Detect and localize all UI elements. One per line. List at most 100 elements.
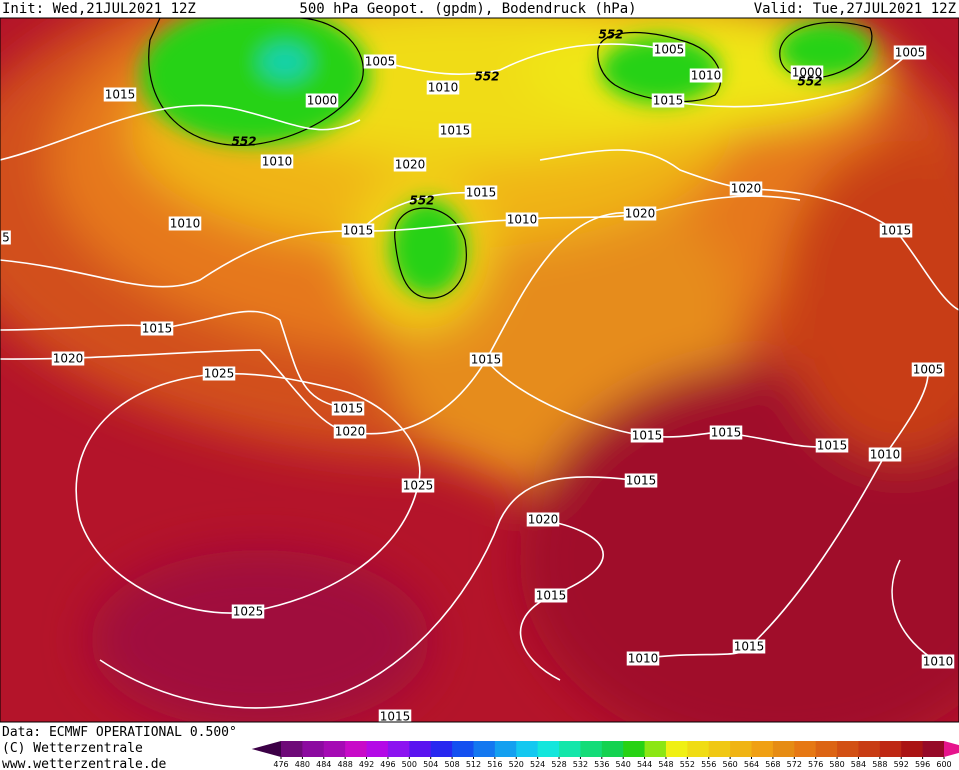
label-box	[363, 54, 397, 69]
colorbar-box	[516, 741, 539, 757]
label-box	[378, 709, 412, 722]
colorbar-box	[452, 741, 474, 757]
isobar-label: 1010	[170, 217, 201, 231]
isobar-label: 1020	[335, 425, 366, 439]
label-box	[790, 65, 824, 80]
colorbar-label: 568	[765, 760, 780, 769]
colorbar-box	[879, 741, 902, 757]
isobar-label: 1015	[440, 124, 471, 138]
isobar-label: 1020	[625, 207, 656, 221]
copyright: (C) Wetterzentrale	[2, 741, 143, 756]
colorbar-label: 528	[551, 760, 566, 769]
label-box	[331, 401, 365, 416]
map-frame	[0, 17, 959, 723]
colorbar-label: 600	[936, 760, 951, 769]
colorbar-label: 592	[894, 760, 909, 769]
colorbar-label: 552	[680, 760, 695, 769]
colorbar-label: 536	[594, 760, 609, 769]
label-box	[624, 473, 658, 488]
isobar-label: 1015	[471, 353, 502, 367]
colorbar-box	[387, 741, 410, 757]
colorbar-box	[601, 741, 624, 757]
colorbar-label: 520	[509, 760, 524, 769]
isobar-label: 1020	[395, 158, 426, 172]
colorbar-box	[708, 741, 731, 757]
isobar-label: 1015	[734, 640, 765, 654]
init-time: Init: Wed,21JUL2021 12Z	[2, 1, 196, 17]
colorbar-box	[901, 741, 924, 757]
label-box	[341, 223, 375, 238]
label-box	[626, 651, 660, 666]
isobar-labels: 1015 1005 1000 1010 1010 1015 1020 1015 1010 1010…	[1, 28, 955, 722]
isobar-label: 1005	[365, 55, 396, 69]
label-box	[438, 123, 472, 138]
label-box	[103, 87, 137, 102]
label-box	[231, 604, 265, 619]
colorbar-box	[815, 741, 838, 757]
colorbar-box	[751, 741, 774, 757]
colorbar-label: 540	[616, 760, 631, 769]
isobar-label: 1015	[142, 322, 173, 336]
colorbar-box	[559, 741, 581, 757]
colorbar-box	[302, 741, 325, 757]
height-label: 552	[598, 28, 623, 42]
isobar-label: 1020	[731, 182, 762, 196]
label-box	[815, 438, 849, 453]
colorbar-box	[794, 741, 817, 757]
colorbar-box	[409, 741, 432, 757]
colorbar-box	[730, 741, 753, 757]
colorbar-box	[430, 741, 453, 757]
height-label: 552	[231, 135, 256, 149]
isobar-label: 1000	[792, 66, 823, 80]
label-box	[921, 654, 955, 669]
label-box	[505, 212, 539, 227]
colorbar-label: 524	[530, 760, 545, 769]
isobar-label: 1010	[628, 652, 659, 666]
isobar-label: 1015	[536, 589, 567, 603]
isobar-label: 1010	[262, 155, 293, 169]
label-box	[469, 352, 503, 367]
isobar-label: 1015	[632, 429, 663, 443]
isobar-label: 1025	[403, 479, 434, 493]
isobar-label: 1020	[528, 513, 559, 527]
colorbar-label: 496	[380, 760, 395, 769]
height-label: 552	[797, 75, 822, 89]
colorbar-box	[922, 741, 945, 757]
isobar-label: 1015	[653, 94, 684, 108]
label-box	[732, 639, 766, 654]
colorbar-label: 476	[273, 760, 288, 769]
label-box	[911, 362, 945, 377]
colorbar: 476 480 484 488 492 496 500 504 508 512 516 520 524 5…	[251, 741, 959, 769]
colorbar-box	[665, 741, 688, 757]
colorbar-label: 504	[423, 760, 438, 769]
label-box	[729, 181, 763, 196]
label-box	[689, 68, 723, 83]
label-box	[534, 588, 568, 603]
isobar-label: 1015	[881, 224, 912, 238]
isobar-label: 1010	[428, 81, 459, 95]
colorbar-label: 516	[487, 760, 502, 769]
label-box	[879, 223, 913, 238]
colorbar-label: 484	[316, 760, 331, 769]
isobar-label: 1005	[654, 43, 685, 57]
colorbar-box	[644, 741, 667, 757]
label-box	[202, 366, 236, 381]
isobar-label: 1015	[711, 426, 742, 440]
isobar-label: 1015	[817, 439, 848, 453]
colorbar-box	[772, 741, 795, 757]
label-box	[868, 447, 902, 462]
colorbar-box	[473, 741, 496, 757]
colorbar-label: 544	[637, 760, 652, 769]
colorbar-box	[837, 741, 859, 757]
colorbar-label: 488	[338, 760, 353, 769]
label-box	[1, 230, 11, 245]
label-box	[426, 80, 460, 95]
colorbar-label: 572	[787, 760, 802, 769]
colorbar-label: 512	[466, 760, 481, 769]
colorbar-box	[494, 741, 517, 757]
label-box	[630, 428, 664, 443]
colorbar-label: 584	[851, 760, 866, 769]
height-label: 552	[474, 70, 499, 84]
